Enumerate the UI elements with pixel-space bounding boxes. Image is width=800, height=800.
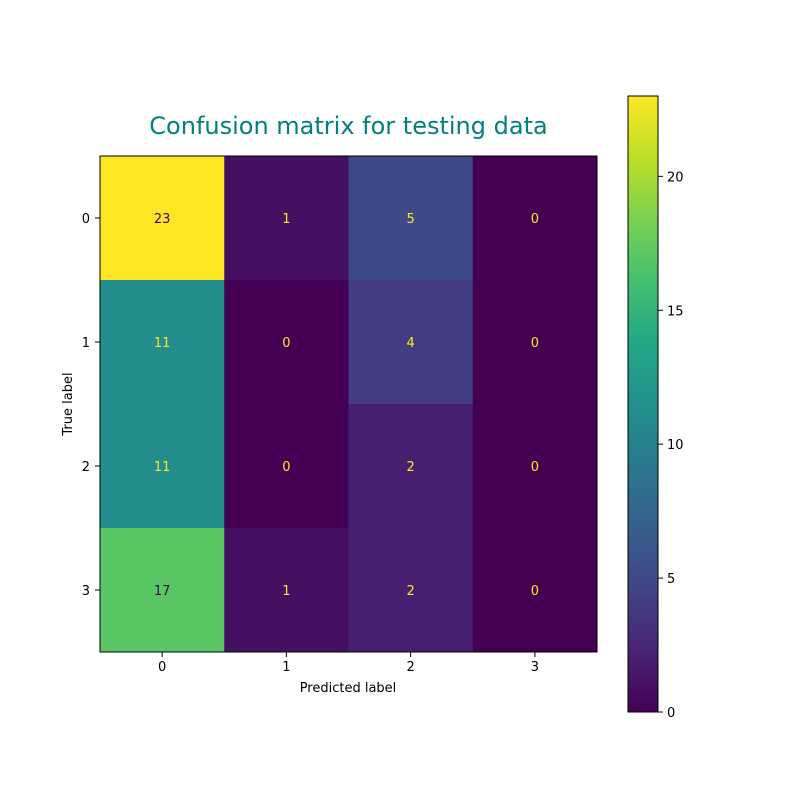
cell-2-3	[472, 404, 598, 529]
colorbar-frame	[627, 95, 659, 713]
x-tick-label-3: 3	[531, 660, 539, 675]
cell-value-0-0: 23	[154, 212, 171, 227]
y-tick-label-1: 1	[82, 336, 90, 351]
y-axis: 0 1 2 3	[82, 212, 100, 599]
cell-1-3	[472, 280, 598, 405]
plot-frame	[99, 155, 598, 653]
y-axis-label: True label	[61, 372, 76, 436]
chart-title: Confusion matrix for testing data	[149, 112, 548, 140]
cell-0-0	[100, 156, 225, 281]
cell-value-3-1: 1	[282, 584, 290, 599]
cell-3-1	[224, 528, 349, 653]
colorbar-tick-label-4: 20	[667, 170, 684, 185]
x-tick-label-0: 0	[158, 660, 166, 675]
x-tick-label-1: 1	[282, 660, 290, 675]
x-axis: 0 1 2 3	[158, 652, 539, 675]
cell-value-2-3: 0	[531, 460, 539, 475]
cell-3-2	[348, 528, 474, 653]
x-axis-label: Predicted label	[300, 681, 397, 696]
cell-value-1-2: 4	[406, 336, 414, 351]
cell-value-2-1: 0	[282, 460, 290, 475]
cell-2-2	[348, 404, 474, 529]
cell-value-3-3: 0	[531, 584, 539, 599]
cell-value-3-2: 2	[406, 584, 414, 599]
cell-3-3	[472, 528, 598, 653]
colorbar: 0 5 10 15 20	[627, 95, 684, 721]
colorbar-tick-label-0: 0	[667, 706, 675, 721]
y-tick-label-2: 2	[82, 460, 90, 475]
y-tick-label-0: 0	[82, 212, 90, 227]
cell-value-1-3: 0	[531, 336, 539, 351]
cell-value-0-2: 5	[406, 212, 414, 227]
cell-1-2	[348, 280, 474, 405]
y-tick-label-3: 3	[82, 584, 90, 599]
cell-value-2-0: 11	[154, 460, 171, 475]
cell-0-1	[224, 156, 349, 281]
cell-value-1-1: 0	[282, 336, 290, 351]
cell-value-0-3: 0	[531, 212, 539, 227]
colorbar-gradient	[628, 96, 658, 712]
cell-0-3	[472, 156, 598, 281]
cell-3-0	[100, 528, 225, 653]
colorbar-tick-label-1: 5	[667, 572, 675, 587]
colorbar-tick-label-3: 15	[667, 304, 684, 319]
cell-value-3-0: 17	[154, 584, 171, 599]
matrix-cells	[99, 155, 598, 653]
cell-value-1-0: 11	[154, 336, 171, 351]
matrix-cell-labels: 23 1 5 0 11 0 4 0 11 0 2 0 17 1 2 0	[154, 212, 539, 599]
cell-2-0	[100, 404, 225, 529]
colorbar-tick-label-2: 10	[667, 438, 684, 453]
cell-value-2-2: 2	[406, 460, 414, 475]
cell-0-2	[348, 156, 474, 281]
cell-2-1	[224, 404, 349, 529]
x-tick-label-2: 2	[406, 660, 414, 675]
cell-value-0-1: 1	[282, 212, 290, 227]
cell-1-1	[224, 280, 349, 405]
cell-1-0	[100, 280, 225, 405]
